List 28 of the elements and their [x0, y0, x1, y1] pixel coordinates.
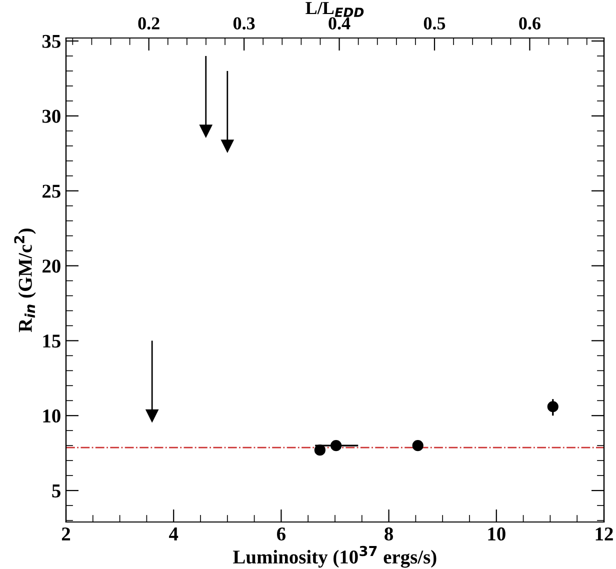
x2-tick-label: 0.6: [519, 17, 540, 30]
point: [547, 401, 558, 412]
x-tick-label: 6: [277, 527, 286, 541]
y-tick-label: 10: [43, 409, 60, 423]
y-tick-label: 30: [42, 110, 60, 123]
x2-tick-label: 0.5: [424, 17, 446, 30]
x-tick-label: 4: [169, 528, 178, 540]
point: [221, 140, 234, 152]
x2-tick-label: 0.2: [138, 17, 160, 30]
y-axis-title: R$_{in}$ (GM/c$^{2}$): [14, 228, 36, 332]
point: [412, 440, 424, 452]
point: [146, 409, 158, 422]
y-tick-label: 5: [52, 484, 60, 498]
y-tick-label: 20: [42, 260, 60, 273]
x-tick-label: 10: [488, 527, 506, 541]
x-tick-label: 8: [384, 527, 394, 541]
x2-tick-label: 0.4: [328, 17, 350, 30]
x-axis-title: Luminosity (10$^{37}$ ergs/s): [233, 546, 436, 568]
point: [330, 440, 342, 452]
y-tick-label: 35: [42, 34, 60, 48]
x2-axis-title: L/L$_{EDD}$: [306, 2, 364, 17]
point: [200, 124, 212, 138]
y-tick-label: 15: [43, 334, 60, 348]
x2-tick-label: 0.3: [233, 17, 255, 30]
x-tick-label: 2: [62, 527, 70, 540]
point: [314, 444, 326, 456]
x-tick-label: 12: [596, 527, 613, 540]
y-tick-label: 25: [42, 184, 60, 198]
